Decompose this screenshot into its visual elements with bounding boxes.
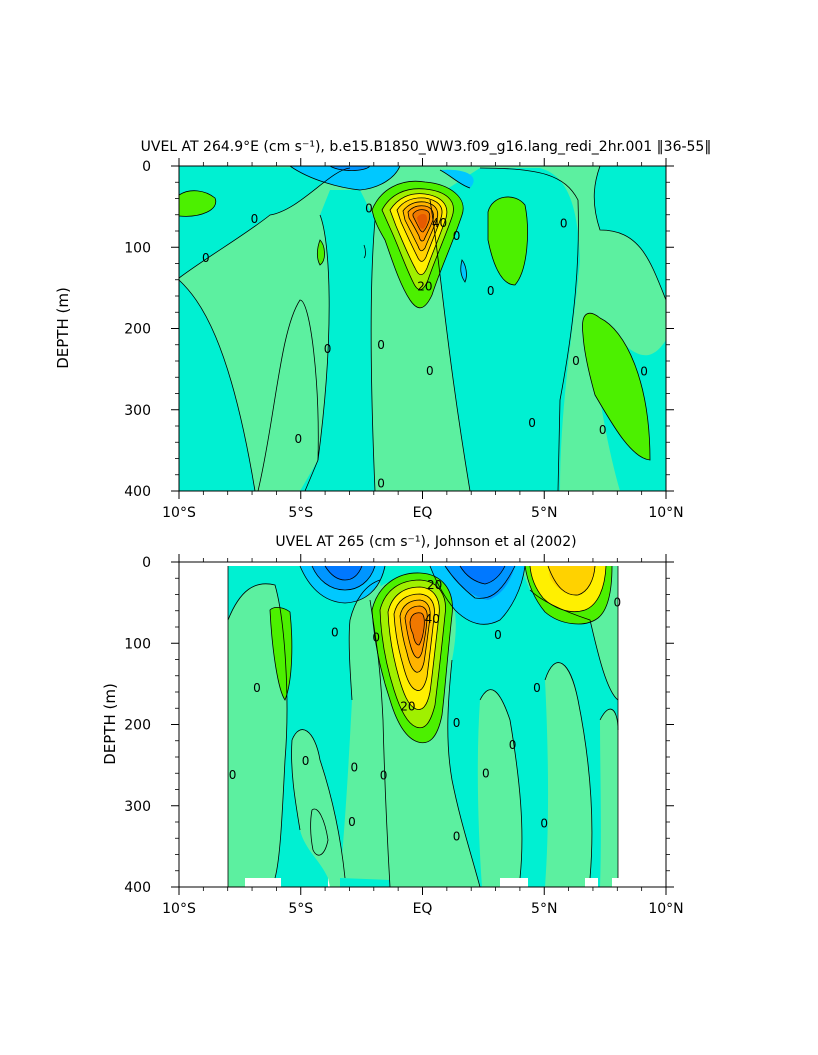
- bottom-x-tick-label: 5°S: [288, 901, 313, 917]
- top-contour-field: 0 0 0 0 0 0 0 0 0 0 0 0 0 0 0 20 40: [179, 166, 666, 491]
- top-y-tick-label: 0: [142, 159, 151, 175]
- top-contour-label: 0: [560, 217, 568, 231]
- bottom-contour-label: 0: [540, 817, 548, 831]
- top-contour-label: 0: [202, 251, 210, 265]
- top-y-tick-label: 200: [124, 322, 151, 338]
- bottom-contour-label: 0: [302, 754, 310, 768]
- bottom-contour-label: 0: [533, 681, 541, 695]
- top-contour-label: 0: [377, 338, 385, 352]
- bottom-contour-label: 0: [509, 738, 517, 752]
- bottom-contour-labels: 0 0 0 0 0 0 0 0 0 0 0 0 0 0 0 0 20 20 40: [229, 578, 621, 844]
- bottom-contour-label: 0: [372, 631, 380, 645]
- bottom-y-tick-label: 100: [124, 636, 151, 652]
- top-x-tick-label: 10°S: [162, 505, 196, 521]
- top-panel-title: UVEL AT 264.9°E (cm s⁻¹), b.e15.B1850_WW…: [141, 139, 712, 155]
- top-x-tick-label: 5°S: [288, 505, 313, 521]
- bottom-contour-label: 20: [427, 578, 442, 592]
- bottom-contour-label: 0: [613, 596, 621, 610]
- top-contour-label: 40: [432, 216, 447, 230]
- bottom-contour-label: 20: [400, 700, 415, 714]
- top-contour-label: 0: [365, 201, 373, 215]
- top-contour-label: 0: [572, 354, 580, 368]
- bottom-contour-label: 0: [253, 681, 261, 695]
- top-contour-label: 0: [599, 423, 607, 437]
- bottom-y-tick-label: 0: [142, 555, 151, 571]
- top-y-tick-label: 100: [124, 240, 151, 256]
- bottom-contour-label: 0: [331, 626, 339, 640]
- top-x-tick-label: 5°N: [531, 505, 557, 521]
- bottom-panel-ylabel: DEPTH (m): [101, 683, 119, 765]
- top-x-tick-label: EQ: [413, 505, 433, 521]
- bottom-contour-label: 40: [425, 612, 440, 626]
- top-contour-label: 0: [528, 416, 536, 430]
- bottom-x-tick-label: 10°S: [162, 901, 196, 917]
- top-panel-ylabel: DEPTH (m): [54, 287, 72, 369]
- top-contour-label: 0: [324, 342, 332, 356]
- bottom-contour-label: 0: [348, 815, 356, 829]
- bottom-contour-label: 0: [229, 768, 237, 782]
- bottom-y-tick-label: 400: [124, 880, 151, 896]
- top-contour-label: 0: [426, 364, 434, 378]
- top-y-tick-label: 400: [124, 484, 151, 500]
- top-contour-label: 0: [453, 229, 461, 243]
- bottom-panel-title: UVEL AT 265 (cm s⁻¹), Johnson et al (200…: [275, 534, 576, 550]
- top-contour-label: 0: [294, 432, 302, 446]
- top-x-tick-label: 10°N: [648, 505, 683, 521]
- bottom-panel: UVEL AT 265 (cm s⁻¹), Johnson et al (200…: [101, 534, 684, 917]
- bottom-contour-label: 0: [494, 628, 502, 642]
- top-y-tick-label: 300: [124, 403, 151, 419]
- bottom-contour-label: 0: [453, 716, 461, 730]
- top-panel: UVEL AT 264.9°E (cm s⁻¹), b.e15.B1850_WW…: [54, 139, 711, 521]
- top-contour-label: 0: [487, 284, 495, 298]
- bottom-contour-label: 0: [482, 766, 490, 780]
- bottom-contour-field: 0 0 0 0 0 0 0 0 0 0 0 0 0 0 0 0 20 20 40: [179, 562, 666, 887]
- top-contour-label: 0: [377, 477, 385, 491]
- top-contour-label: 20: [417, 279, 432, 293]
- bottom-x-tick-label: 5°N: [531, 901, 557, 917]
- top-contour-labels: 0 0 0 0 0 0 0 0 0 0 0 0 0 0 0 20 40: [202, 201, 648, 490]
- bottom-contour-label: 0: [350, 761, 358, 775]
- bottom-x-tick-label: 10°N: [648, 901, 683, 917]
- bottom-y-tick-label: 200: [124, 718, 151, 734]
- bottom-contour-label: 0: [380, 769, 388, 783]
- bottom-y-tick-label: 300: [124, 799, 151, 815]
- bottom-x-tick-label: EQ: [413, 901, 433, 917]
- bottom-contour-label: 0: [453, 830, 461, 844]
- top-contour-label: 0: [640, 365, 648, 379]
- top-contour-label: 0: [251, 212, 259, 226]
